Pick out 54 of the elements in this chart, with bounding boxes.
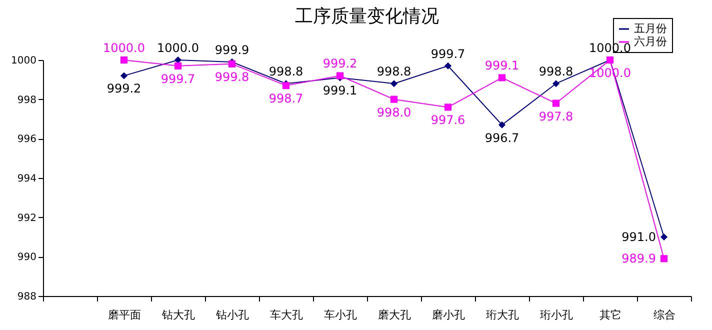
point (660, 233, 668, 241)
y-tick-label: 996 (17, 134, 36, 146)
data-label: 1000.0 (103, 41, 145, 55)
data-label: 998.8 (268, 64, 304, 79)
data-label: 997.6 (430, 113, 466, 128)
data-label: 999.1 (322, 84, 358, 98)
y-tick-label: 988 (17, 292, 36, 302)
x-tick-label: 其它 (600, 308, 622, 322)
data-label: 999.2 (322, 56, 358, 71)
data-label: 999.9 (214, 42, 250, 57)
data-label: 999.2 (106, 82, 142, 96)
point (390, 80, 398, 88)
y-tick-label: 992 (17, 212, 36, 224)
data-label: 998.7 (268, 92, 304, 106)
data-label: 991.0 (622, 230, 656, 244)
point (498, 74, 506, 82)
x-tick-label: 珩小孔 (540, 308, 573, 322)
y-tick-label: 1000 (11, 56, 36, 66)
data-label: 997.8 (538, 109, 574, 124)
point (660, 255, 668, 262)
point (120, 72, 128, 80)
point (444, 104, 452, 111)
data-label: 999.7 (160, 72, 196, 86)
x-tick-label: 综合 (654, 308, 676, 322)
y-tick-label: 998 (17, 94, 36, 106)
y-tick-label: 994 (17, 174, 36, 184)
x-tick-label: 钻小孔 (215, 308, 249, 322)
data-label: 999.1 (484, 58, 520, 73)
data-label: 1000.0 (157, 41, 199, 55)
data-label: 999.8 (214, 70, 250, 84)
data-label: 998.0 (376, 105, 412, 120)
chart-title: 工序质量变化情况 (295, 6, 439, 27)
x-tick-label: 车小孔 (324, 308, 357, 322)
legend-label: 六月份 (634, 35, 667, 48)
data-label: 998.8 (376, 64, 412, 79)
x-tick-label: 磨小孔 (432, 308, 465, 322)
x-tick-label: 钻大孔 (161, 308, 195, 322)
point (390, 96, 398, 103)
point (498, 121, 506, 128)
point (174, 62, 182, 70)
point (552, 100, 560, 107)
point (552, 80, 560, 88)
point (120, 56, 128, 64)
y-tick-label: 990 (17, 252, 36, 264)
legend-label: 五月份 (634, 22, 667, 35)
point (444, 62, 452, 70)
x-tick-label: 珩大孔 (486, 308, 519, 322)
x-tick-label: 车大孔 (270, 308, 303, 322)
data-label: 996.7 (484, 130, 520, 145)
x-tick-label: 磨平面 (108, 308, 141, 322)
data-label: 998.8 (538, 64, 574, 79)
x-tick-label: 磨大孔 (378, 308, 411, 322)
data-label: 989.9 (622, 252, 656, 266)
data-label: 999.7 (430, 46, 466, 61)
